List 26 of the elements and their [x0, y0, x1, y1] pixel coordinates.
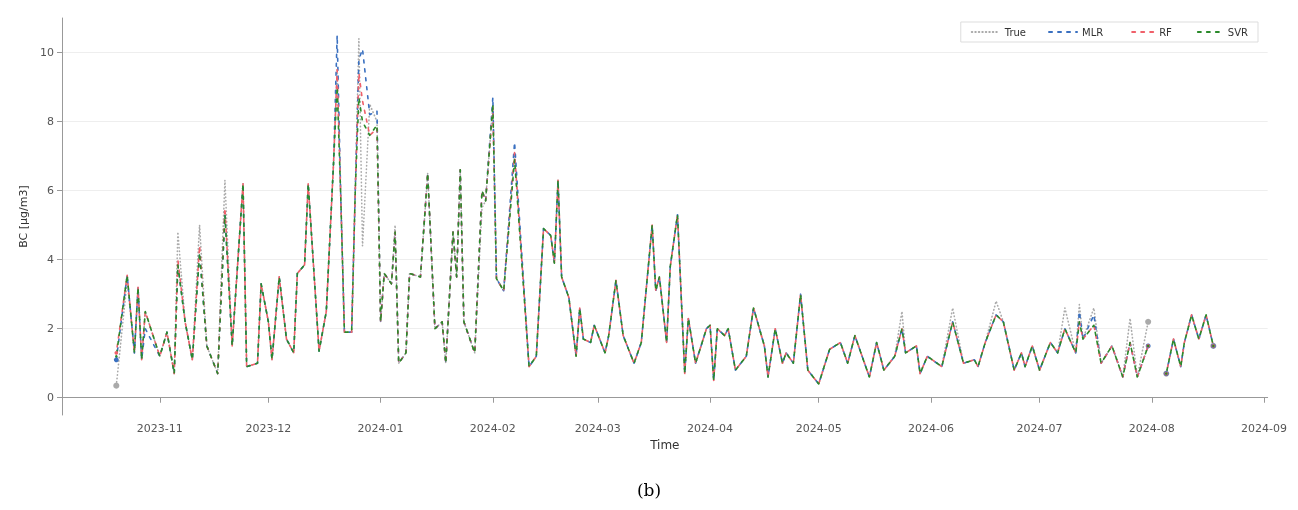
x-tick-label: 2024-02 [469, 422, 516, 435]
x-tick-label: 2024-06 [907, 422, 954, 435]
x-tick-label: 2024-07 [1016, 422, 1063, 435]
legend-label: MLR [1082, 26, 1104, 38]
x-axis-title: Time [649, 438, 680, 452]
y-tick-label: 10 [40, 46, 54, 60]
y-tick-label: 4 [47, 253, 54, 267]
x-tick-label: 2024-05 [795, 422, 842, 435]
x-tick-label: 2024-04 [687, 422, 734, 435]
y-tick-label: 0 [47, 391, 54, 405]
x-tick-label: 2024-01 [357, 422, 404, 435]
x-tick-label: 2024-08 [1128, 422, 1175, 435]
x-tick-label: 2023-12 [245, 422, 292, 435]
legend-label: RF [1159, 26, 1173, 38]
x-tick-label: 2024-09 [1241, 422, 1287, 435]
y-tick-label: 8 [47, 115, 54, 129]
legend-label: True [1003, 26, 1027, 38]
point [1145, 318, 1152, 325]
x-tick-label: 2023-11 [136, 422, 183, 435]
x-tick-label: 2024-03 [574, 422, 621, 435]
y-tick-label: 6 [47, 184, 54, 198]
text: (b) [636, 479, 662, 500]
y-tick-label: 2 [47, 322, 54, 336]
point [113, 382, 120, 389]
y-axis-title: BC [µg/m3] [17, 185, 31, 248]
legend-label: SVR [1227, 26, 1249, 38]
